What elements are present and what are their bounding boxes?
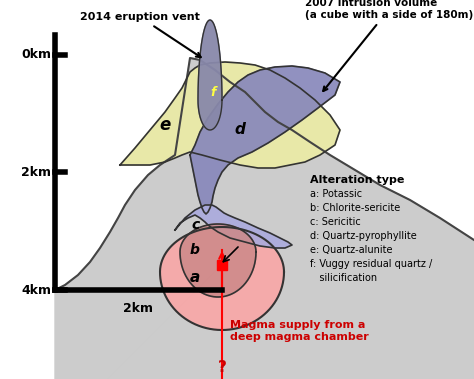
Polygon shape <box>120 62 340 168</box>
Text: b: Chlorite-sericite: b: Chlorite-sericite <box>310 203 400 213</box>
Text: e: Quartz-alunite: e: Quartz-alunite <box>310 245 392 255</box>
Polygon shape <box>198 20 222 130</box>
Text: f: f <box>210 86 216 100</box>
Text: 4km: 4km <box>21 283 51 296</box>
Text: Magma supply from a
deep magma chamber: Magma supply from a deep magma chamber <box>230 320 369 341</box>
Text: silicification: silicification <box>310 273 377 283</box>
Text: 2km: 2km <box>21 166 51 179</box>
Text: 0km: 0km <box>21 49 51 61</box>
Text: d: Quartz-pyrophyllite: d: Quartz-pyrophyllite <box>310 231 417 241</box>
Text: 2007 intrusion volume
(a cube with a side of 180m): 2007 intrusion volume (a cube with a sid… <box>305 0 473 91</box>
Text: c: Sericitic: c: Sericitic <box>310 217 361 227</box>
Polygon shape <box>180 224 256 297</box>
Text: f: Vuggy residual quartz /: f: Vuggy residual quartz / <box>310 259 432 269</box>
Text: a: a <box>190 271 200 285</box>
Text: Alteration type: Alteration type <box>310 175 404 185</box>
Text: e: e <box>159 116 171 134</box>
Text: c: c <box>192 218 200 232</box>
Text: 2km: 2km <box>124 302 154 315</box>
Polygon shape <box>55 58 474 379</box>
Text: b: b <box>190 243 200 257</box>
Polygon shape <box>160 227 284 330</box>
Text: a: Potassic: a: Potassic <box>310 189 362 199</box>
Polygon shape <box>190 66 340 214</box>
Polygon shape <box>175 205 292 248</box>
Text: d: d <box>235 122 246 138</box>
Text: 2014 eruption vent: 2014 eruption vent <box>80 12 201 57</box>
Text: ?: ? <box>218 360 227 376</box>
